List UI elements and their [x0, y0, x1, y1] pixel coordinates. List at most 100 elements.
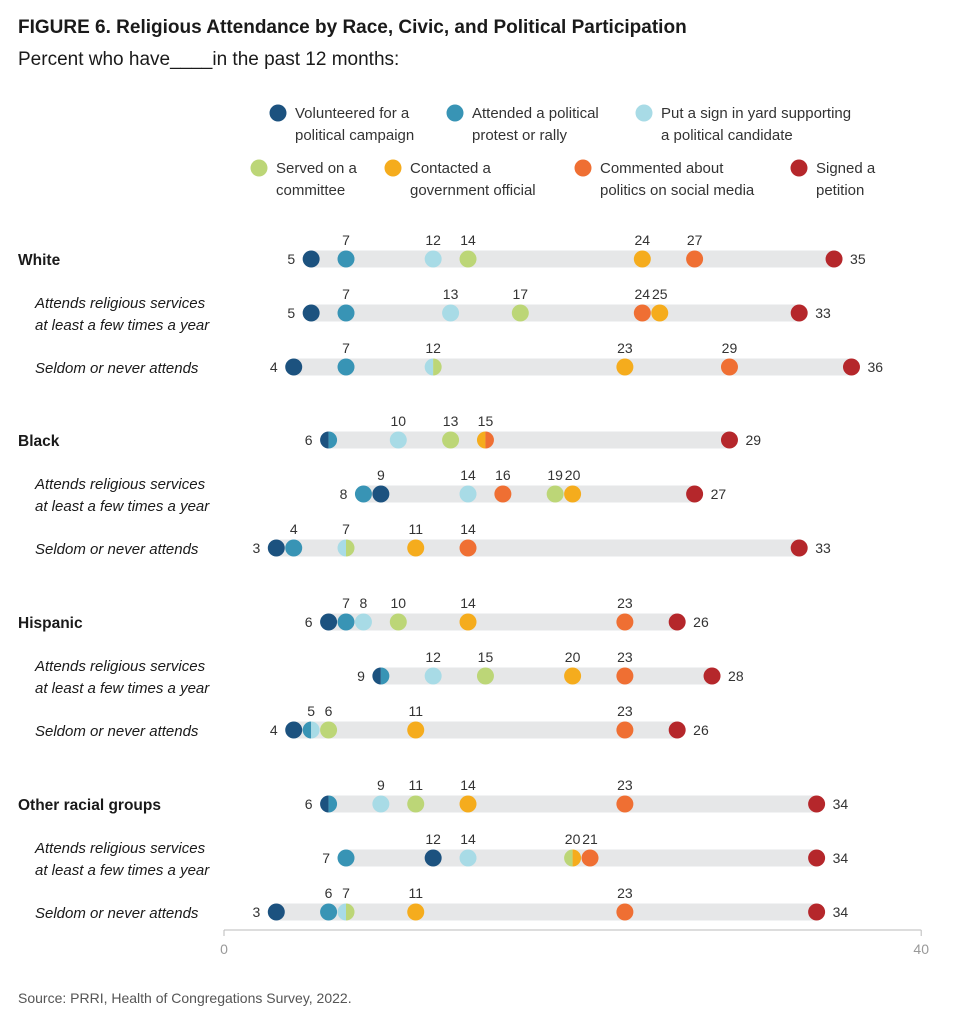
- value-label: 16: [495, 467, 511, 483]
- x-tick-label: 40: [913, 941, 929, 957]
- row-6: Hispanic 7 8 10 14 23 6 26: [18, 595, 709, 632]
- source-note: Source: PRRI, Health of Congregations Su…: [18, 990, 352, 1006]
- dot-volunteered: [320, 431, 329, 449]
- legend-label-petition: petition: [816, 182, 864, 199]
- x-tick-label: 0: [220, 941, 228, 957]
- dot-contacted: [651, 304, 669, 322]
- dot-committee: [320, 721, 338, 739]
- row-1: Attends religious services at least a few…: [34, 286, 831, 334]
- dot-sign: [311, 721, 320, 739]
- value-label: 5: [307, 703, 315, 719]
- range-track: [363, 485, 695, 503]
- value-label: 11: [408, 777, 423, 793]
- legend-label-contacted: Contacted a: [410, 160, 492, 177]
- dot-protest: [285, 539, 303, 557]
- dot-contacted: [564, 667, 582, 685]
- dot-contacted: [572, 849, 582, 867]
- value-label-max: 27: [711, 486, 727, 502]
- legend-label-petition: Signed a: [816, 160, 876, 177]
- dot-sign: [337, 903, 347, 921]
- dot-social: [459, 539, 477, 557]
- dot-social: [616, 795, 634, 813]
- range-track: [346, 849, 817, 867]
- dot-petition: [842, 358, 860, 376]
- dot-sign: [424, 250, 442, 268]
- dot-volunteered: [302, 304, 320, 322]
- row-label-sub: at least a few times a year: [35, 498, 210, 515]
- dot-protest: [337, 613, 355, 631]
- dot-petition: [808, 903, 826, 921]
- dot-petition: [686, 485, 704, 503]
- legend-item-committee: Served on a committee: [250, 159, 358, 199]
- legend-swatch-social: [574, 159, 592, 177]
- value-label: 11: [408, 885, 423, 901]
- value-label: 15: [478, 413, 494, 429]
- value-label: 11: [408, 703, 423, 719]
- x-axis: 0 40: [220, 929, 929, 957]
- dot-sign: [459, 849, 477, 867]
- dot-petition: [668, 721, 686, 739]
- value-label-min: 8: [340, 486, 348, 502]
- value-label: 23: [617, 649, 633, 665]
- value-label: 14: [460, 777, 476, 793]
- dot-volunteered: [302, 250, 320, 268]
- dot-protest: [380, 667, 390, 685]
- dot-petition: [668, 613, 686, 631]
- row-label-sub: Seldom or never attends: [35, 360, 199, 377]
- value-label: 7: [342, 232, 350, 248]
- value-label: 7: [342, 885, 350, 901]
- dot-social: [720, 358, 738, 376]
- row-label-sub: at least a few times a year: [35, 862, 210, 879]
- dot-social: [616, 721, 634, 739]
- value-label-max: 29: [745, 432, 761, 448]
- dot-protest: [337, 849, 355, 867]
- row-2: Seldom or never attends 7 12 23 29 4 36: [35, 340, 883, 377]
- dot-social: [581, 849, 599, 867]
- range-track: [311, 250, 835, 268]
- dot-petition: [808, 849, 826, 867]
- dot-volunteered: [424, 849, 442, 867]
- dot-social: [485, 431, 494, 449]
- value-label: 23: [617, 885, 633, 901]
- value-label: 6: [325, 885, 333, 901]
- value-label-min: 9: [357, 668, 365, 684]
- dot-volunteered: [320, 795, 329, 813]
- dot-contacted: [633, 250, 651, 268]
- range-track: [328, 431, 730, 449]
- dot-petition: [720, 431, 738, 449]
- value-label: 24: [635, 286, 651, 302]
- dot-sign: [372, 795, 390, 813]
- row-10: Attends religious services at least a few…: [34, 831, 848, 879]
- row-label-group: Hispanic: [18, 615, 83, 632]
- value-label: 4: [290, 521, 298, 537]
- legend-item-volunteered: Volunteered for a political campaign: [269, 104, 414, 144]
- value-label-max: 33: [815, 540, 831, 556]
- row-9: Other racial groups 9 11 14 23 6 34: [18, 777, 848, 814]
- value-label-max: 28: [728, 668, 744, 684]
- row-3: Black 10 13 15 6 29: [18, 413, 761, 450]
- value-label: 7: [342, 521, 350, 537]
- value-label: 14: [460, 595, 476, 611]
- value-label: 20: [565, 831, 581, 847]
- dot-contacted: [459, 795, 477, 813]
- row-label-group: Other racial groups: [18, 797, 161, 814]
- dot-committee: [442, 431, 460, 449]
- value-label-max: 26: [693, 614, 709, 630]
- legend-label-committee: Served on a: [276, 160, 358, 177]
- value-label: 11: [408, 521, 423, 537]
- dot-committee: [476, 667, 494, 685]
- dot-committee: [346, 903, 355, 921]
- value-label: 15: [478, 649, 494, 665]
- dot-social: [686, 250, 704, 268]
- dot-petition: [703, 667, 721, 685]
- row-label-sub: Attends religious services: [34, 658, 206, 675]
- value-label: 14: [460, 232, 476, 248]
- dot-sign: [337, 539, 347, 557]
- legend-swatch-petition: [790, 159, 808, 177]
- row-label-sub: Seldom or never attends: [35, 905, 199, 922]
- legend-item-petition: Signed a petition: [790, 159, 876, 199]
- value-label-max: 36: [867, 359, 883, 375]
